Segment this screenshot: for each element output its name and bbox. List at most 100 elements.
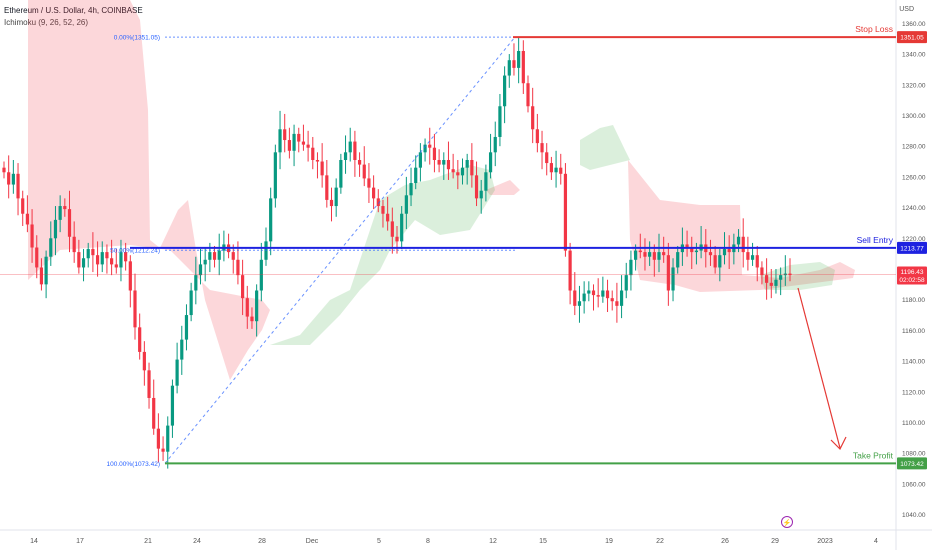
candle-body (208, 252, 212, 260)
candle-body (58, 206, 62, 220)
candle-body (400, 213, 404, 242)
candle-body (334, 187, 338, 207)
x-tick-label: 28 (258, 538, 266, 545)
candle-body (493, 136, 497, 153)
candle-body (287, 140, 291, 151)
candle-body (198, 264, 203, 276)
candle-body (774, 279, 778, 286)
candle-body (39, 267, 44, 285)
candle-body (404, 195, 408, 214)
y-tick-label: 1140.00 (902, 359, 925, 366)
candle-body (357, 159, 362, 165)
candle-body (395, 236, 399, 242)
candle-body (21, 198, 25, 214)
candle-body (676, 252, 680, 268)
projection-arrowhead (830, 436, 847, 451)
candle-body (386, 213, 390, 222)
y-tick-label: 1240.00 (902, 205, 926, 212)
candle-body (325, 175, 329, 200)
candle-body (311, 147, 315, 160)
symbol-title: Ethereum / U.S. Dollar, 4h, COINBASE (4, 6, 143, 15)
candle-body (77, 252, 81, 268)
candle-body (746, 252, 750, 260)
price-tag (897, 31, 927, 44)
candle-body (643, 252, 647, 257)
candle-body (72, 236, 76, 253)
candle-body (451, 169, 455, 173)
candle-body (465, 159, 469, 168)
fib-level-label: 50.00%(1212.24) (110, 248, 160, 255)
candle-body (53, 219, 58, 239)
candle-body (203, 259, 207, 265)
currency-label: USD (899, 6, 914, 13)
candle-body (652, 252, 656, 260)
current-price-tag (897, 266, 927, 285)
candle-body (428, 144, 432, 148)
candle-body (671, 267, 675, 291)
y-tick-label: 1360.00 (902, 21, 926, 28)
candle-body (110, 258, 114, 265)
ichimoku-cloud-bullish (580, 125, 630, 170)
y-tick-label: 1320.00 (902, 82, 926, 89)
candle-body (736, 236, 741, 245)
candle-body (423, 144, 427, 153)
candle-body (315, 159, 320, 162)
candle-body (217, 250, 221, 260)
candle-body (601, 290, 605, 297)
ichimoku-cloud-bearish (628, 160, 855, 292)
fib-trend-line (164, 36, 516, 464)
candle-body (329, 199, 334, 207)
x-tick-label: 2023 (817, 538, 833, 545)
candle-body (460, 167, 465, 176)
candle-body (418, 152, 422, 168)
candle-body (479, 190, 483, 199)
candle-body (634, 250, 638, 260)
x-tick-label: 26 (721, 538, 729, 545)
candle-body (269, 198, 273, 242)
price-tag-text: 1213.77 (900, 245, 924, 252)
candle-body (390, 221, 394, 237)
candle-body (44, 256, 48, 285)
candle-body (114, 264, 118, 268)
candle-body (503, 75, 507, 107)
candle-body (152, 397, 156, 429)
candle-body (95, 255, 100, 265)
candle-body (727, 249, 731, 253)
candle-body (750, 255, 755, 260)
x-tick-label: 14 (30, 538, 38, 545)
candle-body (166, 425, 170, 452)
candle-body (605, 290, 610, 299)
candle-body (259, 259, 263, 291)
ichimoku-cloud-bullish (270, 165, 495, 345)
candle-body (662, 252, 666, 256)
candle-body (437, 159, 441, 165)
x-tick-label: 5 (377, 538, 381, 545)
candle-body (91, 249, 95, 256)
candle-body (147, 370, 151, 398)
candle-body (63, 206, 67, 210)
candle-body (573, 290, 577, 306)
x-tick-label: 19 (605, 538, 613, 545)
candle-body (133, 290, 137, 328)
y-tick-label: 1260.00 (902, 174, 926, 181)
candle-body (554, 167, 558, 173)
ichimoku-cloud-bearish (28, 0, 270, 380)
candle-body (484, 172, 488, 191)
candle-body (540, 143, 544, 153)
candle-body (245, 298, 249, 317)
current-price-value: 1196.43 (900, 269, 923, 276)
projection-arrow (797, 287, 841, 449)
candle-body (470, 159, 474, 176)
candle-body (138, 327, 142, 352)
candle-body (381, 206, 385, 214)
candle-body (175, 359, 179, 386)
candle-body (194, 275, 198, 291)
candle-body (81, 258, 86, 268)
candle-body (156, 428, 160, 449)
level-label: Sell Entry (857, 235, 894, 245)
candle-body (718, 255, 722, 268)
candle-body (615, 301, 619, 306)
y-tick-label: 1040.00 (902, 512, 926, 519)
candle-body (512, 60, 516, 68)
